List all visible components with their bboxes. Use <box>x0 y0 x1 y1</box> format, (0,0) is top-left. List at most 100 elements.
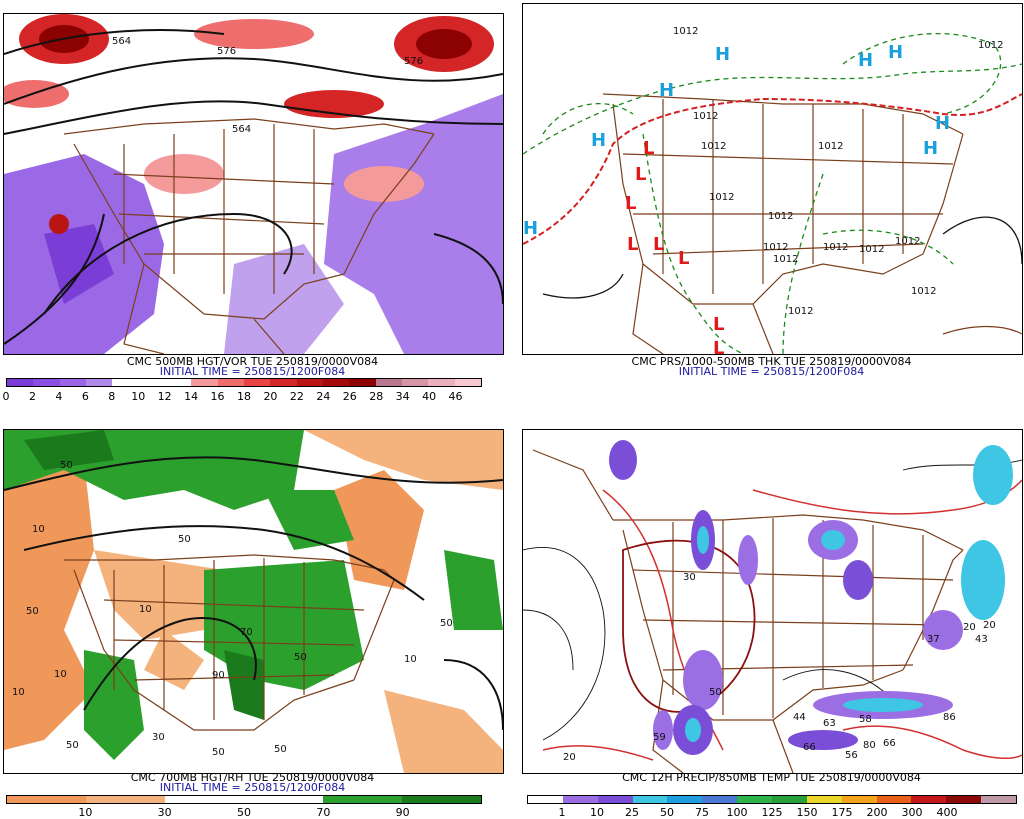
low-pressure-l: L <box>643 138 654 159</box>
isobar-label: 1012 <box>823 242 848 253</box>
high-pressure-h: H <box>858 50 873 71</box>
temp-contour-label: 80 <box>863 740 876 751</box>
panel1-colorbar <box>6 378 482 387</box>
temp-contour-label: 37 <box>927 634 940 645</box>
colorbar-tick-label: 18 <box>237 390 251 403</box>
high-pressure-h: H <box>888 42 903 63</box>
map-700mb: 10 50 10 50 70 50 10 90 50 10 50 50 30 5… <box>4 430 503 773</box>
panel1-initial-time: INITIAL TIME = 250815/1200F084 <box>159 365 346 378</box>
colorbar-swatch <box>85 379 113 386</box>
contour-label: 564 <box>112 36 131 47</box>
low-pressure-l: L <box>713 338 724 354</box>
panel3-initial-time: INITIAL TIME = 250815/1200F084 <box>159 781 346 794</box>
contour-label: 576 <box>404 56 423 67</box>
isobar-label: 1012 <box>895 236 920 247</box>
colorbar-swatch <box>562 796 598 803</box>
colorbar-tick-label: 8 <box>108 390 116 403</box>
isobar-label: 1012 <box>709 192 734 203</box>
map-500mb: 564 576 564 576 <box>4 14 503 354</box>
contour-label: 576 <box>217 46 236 57</box>
colorbar-swatch <box>597 796 633 803</box>
panel1-colorbar-ticks: 0 2 4 6 8 10 12 14 16 18 20 22 24 26 28 34 40 46 <box>2 390 482 403</box>
map-prs-thk: H H H H H H H H L L L L L L L L 1012 101… <box>523 26 1022 354</box>
colorbar-tick-label: 150 <box>796 806 818 819</box>
colorbar-swatch <box>428 379 455 386</box>
temp-contour-label: 20 <box>983 620 996 631</box>
isobar-label: 1012 <box>763 242 788 253</box>
colorbar-swatch <box>7 796 86 803</box>
colorbar-swatch <box>322 379 350 386</box>
colorbar-tick-label: 6 <box>81 390 89 403</box>
isobar-label: 1012 <box>788 306 813 317</box>
colorbar-tick-label: 70 <box>316 806 331 819</box>
temp-contour-label: 58 <box>859 714 872 725</box>
colorbar-tick-label: 10 <box>131 390 146 403</box>
panel-700mb-hgt-rh: 10 50 10 50 70 50 10 90 50 10 50 50 30 5… <box>3 429 504 774</box>
colorbar-swatch <box>401 379 429 386</box>
colorbar-swatch <box>112 379 139 386</box>
panel4-colorbar <box>527 795 1017 804</box>
rh-contour-label: 50 <box>60 460 73 471</box>
colorbar-swatch <box>243 379 271 386</box>
colorbar-swatch <box>632 796 668 803</box>
colorbar-tick-label: 100 <box>726 806 748 819</box>
colorbar-swatch <box>806 796 842 803</box>
colorbar-swatch <box>7 379 34 386</box>
colorbar-tick-label: 50 <box>237 806 251 819</box>
high-pressure-h: H <box>935 113 950 134</box>
low-pressure-l: L <box>713 314 724 335</box>
rh-contour-label: 10 <box>54 669 67 680</box>
rh-contour-label: 50 <box>274 744 287 755</box>
low-pressure-l: L <box>653 234 664 255</box>
isobar-label: 1012 <box>859 244 884 255</box>
isobar-label: 1012 <box>773 254 798 265</box>
colorbar-swatch <box>217 379 244 386</box>
temp-contour-label: 44 <box>793 712 806 723</box>
colorbar-tick-label: 50 <box>660 806 674 819</box>
colorbar-tick-label: 20 <box>263 390 278 403</box>
colorbar-tick-label: 1 <box>558 806 566 819</box>
low-pressure-l: L <box>627 234 638 255</box>
colorbar-swatch <box>375 379 402 386</box>
isobar-label: 1012 <box>701 141 726 152</box>
map-precip: 20 30 50 59 66 56 66 37 43 44 63 58 80 2… <box>523 440 1022 773</box>
temp-contour-label: 20 <box>563 752 576 763</box>
colorbar-swatch <box>86 796 165 803</box>
colorbar-tick-label: 10 <box>590 806 604 819</box>
colorbar-tick-label: 300 <box>901 806 923 819</box>
temp-contour-label: 59 <box>653 732 666 743</box>
rh-contour-label: 30 <box>152 732 165 743</box>
colorbar-tick-label: 46 <box>448 390 463 403</box>
colorbar-swatch <box>402 796 481 803</box>
isobar-label: 1012 <box>911 286 936 297</box>
colorbar-tick-label: 28 <box>369 390 384 403</box>
colorbar-swatch <box>33 379 60 386</box>
temp-contour-label: 63 <box>823 718 836 729</box>
colorbar-swatch <box>165 796 244 803</box>
temp-contour-label: 20 <box>963 622 976 633</box>
isobar-label: 1012 <box>818 141 843 152</box>
high-pressure-h: H <box>591 130 606 151</box>
colorbar-tick-label: 0 <box>2 390 10 403</box>
panel3-colorbar-ticks: 10 30 50 70 90 <box>6 806 482 819</box>
low-pressure-l: L <box>678 248 689 269</box>
colorbar-tick-label: 30 <box>157 806 172 819</box>
isobar-label: 1012 <box>768 211 793 222</box>
colorbar-swatch <box>349 379 376 386</box>
colorbar-swatch <box>702 796 738 803</box>
rh-contour-label: 90 <box>212 670 225 681</box>
high-pressure-h: H <box>923 138 938 159</box>
panel2-title: CMC PRS/1000-500MB THK TUE 250819/0000V0… <box>631 355 912 368</box>
contour-label: 564 <box>232 124 251 135</box>
colorbar-swatch <box>164 379 192 386</box>
panel-500mb-hgt-vor: 564 576 564 576 <box>3 13 504 355</box>
colorbar-swatch <box>323 796 402 803</box>
colorbar-swatch <box>772 796 807 803</box>
colorbar-swatch <box>876 796 912 803</box>
temp-contour-label: 30 <box>683 572 696 583</box>
colorbar-tick-label: 2 <box>28 390 36 403</box>
high-pressure-h: H <box>659 80 674 101</box>
panel3-title: CMC 700MB HGT/RH TUE 250819/0000V084 <box>130 771 375 784</box>
colorbar-tick-label: 25 <box>625 806 639 819</box>
rh-contour-label: 10 <box>404 654 417 665</box>
